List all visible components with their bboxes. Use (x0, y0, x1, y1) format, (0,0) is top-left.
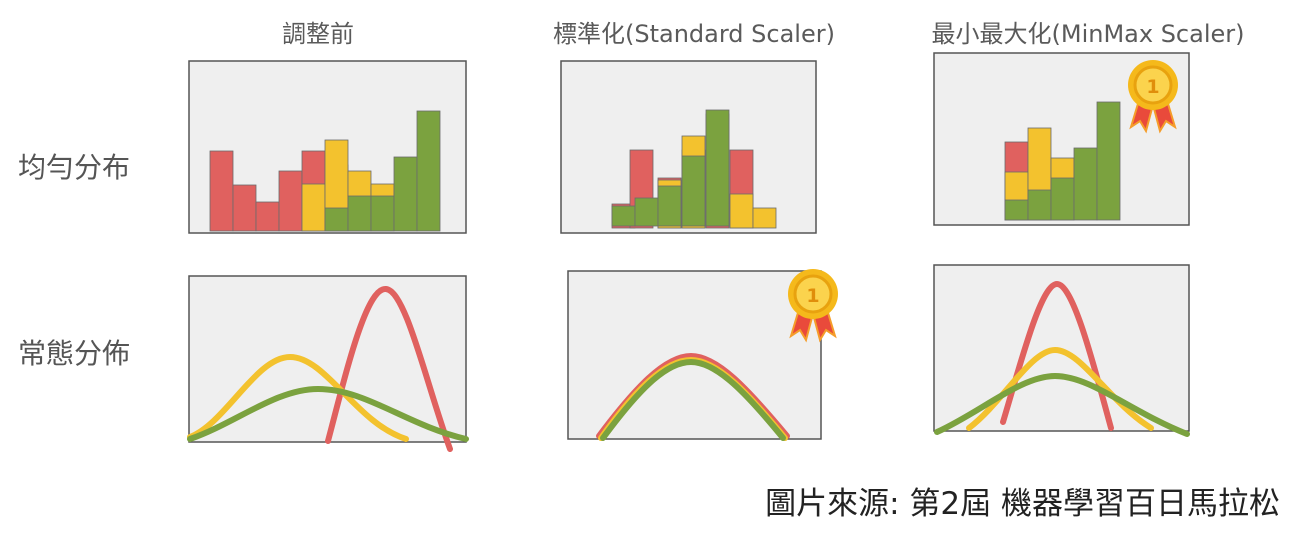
row-label-normal: 常態分佈 (18, 337, 131, 370)
row-label-uniform: 均勻分布 (18, 151, 131, 184)
column-title-original: 調整前 (282, 20, 354, 48)
panel-uniform-minmax: 1 (933, 52, 1190, 226)
histogram-bar (347, 195, 372, 232)
histogram-bar (324, 207, 349, 232)
curve-green (187, 385, 469, 442)
histogram-bar (209, 150, 234, 232)
histogram-bar (1050, 177, 1075, 221)
histogram-bar (301, 183, 326, 232)
histogram-bar (729, 193, 754, 229)
histogram-bar (278, 170, 303, 232)
curve-red (325, 286, 453, 452)
medal-icon: 1 (788, 269, 838, 343)
histogram-bar (681, 155, 706, 227)
column-title-minmax-scaler: 最小最大化(MinMax Scaler) (931, 20, 1245, 48)
svg-text:1: 1 (1146, 76, 1159, 98)
histogram-bar (705, 109, 730, 227)
histogram-bar (416, 110, 441, 232)
histogram-bar (634, 197, 659, 227)
histogram-bar (611, 205, 636, 227)
image-source-caption: 圖片來源: 第2屆 機器學習百日馬拉松 (765, 486, 1280, 522)
curve-green (600, 358, 786, 441)
histogram-bar (1027, 189, 1052, 221)
histogram-bar (657, 185, 682, 227)
histogram-bar (232, 184, 257, 232)
histogram-bar (1073, 147, 1098, 221)
medal-icon: 1 (1128, 60, 1178, 134)
svg-text:1: 1 (806, 285, 819, 307)
curve-green (934, 372, 1190, 437)
panel-normal-original (187, 275, 469, 452)
histogram-bar (370, 195, 395, 232)
curve-red (1000, 280, 1114, 431)
column-title-standard-scaler: 標準化(Standard Scaler) (553, 20, 835, 48)
panel-normal-minmax (933, 264, 1190, 437)
histogram-bar (752, 207, 777, 229)
panel-uniform-standard (560, 60, 817, 234)
histogram-bar (255, 201, 280, 232)
histogram-bar (1096, 101, 1121, 221)
curve-yellow (187, 353, 409, 442)
histogram-bar (1004, 199, 1029, 221)
histogram-bar (393, 156, 418, 232)
panel-normal-standard: 1 (567, 269, 838, 441)
panel-uniform-original (188, 60, 467, 234)
